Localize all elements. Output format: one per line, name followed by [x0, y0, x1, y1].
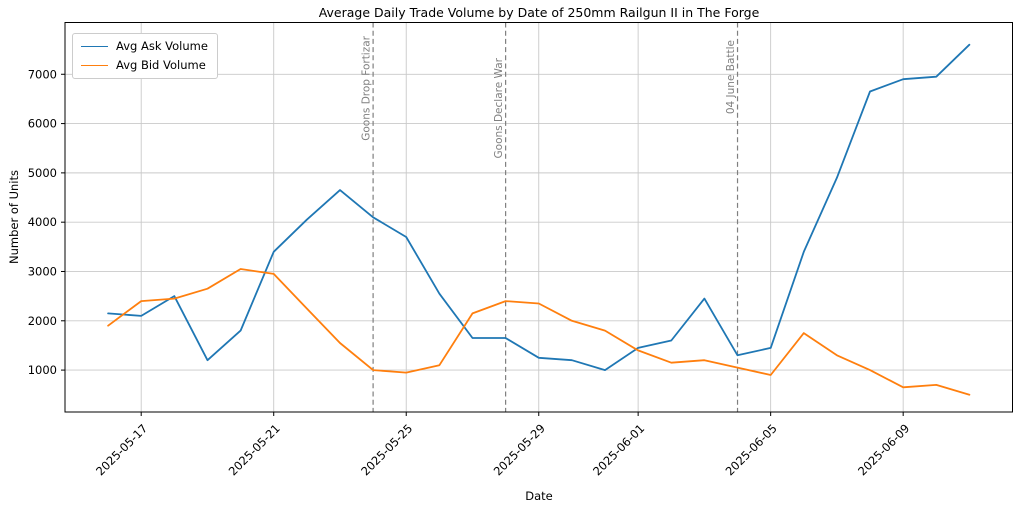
x-tick-label: 2025-06-05	[723, 421, 780, 478]
legend-item-avg-ask-volume: Avg Ask Volume	[81, 39, 208, 53]
legend-label-avg-ask-volume: Avg Ask Volume	[116, 39, 208, 53]
chart-title: Average Daily Trade Volume by Date of 25…	[318, 5, 760, 20]
x-tick-label: 2025-05-29	[491, 421, 548, 478]
y-axis-label: Number of Units	[7, 170, 21, 264]
bid-line-swatch-icon	[81, 64, 108, 66]
x-tick-label: 2025-05-21	[226, 421, 283, 478]
series-line-avg-bid-volume	[107, 268, 971, 396]
x-tick-label: 2025-05-17	[93, 421, 150, 478]
y-tick-label: 7000	[28, 67, 57, 81]
y-tick-label: 4000	[28, 215, 57, 229]
x-tick-label: 2025-06-01	[590, 421, 647, 478]
series-line-avg-ask-volume	[107, 43, 971, 372]
legend-item-avg-bid-volume: Avg Bid Volume	[81, 58, 208, 72]
annotation-label: Goons Drop Fortizar	[361, 35, 373, 140]
legend: Avg Ask Volume Avg Bid Volume	[72, 33, 218, 79]
x-tick-label: 2025-05-25	[358, 421, 415, 478]
x-tick-label: 2025-06-09	[855, 421, 912, 478]
ask-line-swatch-icon	[81, 45, 108, 47]
legend-label-avg-bid-volume: Avg Bid Volume	[116, 58, 206, 72]
y-tick-label: 6000	[28, 117, 57, 131]
annotation-label: 04 June Battle	[725, 40, 737, 114]
y-tick-label: 3000	[28, 264, 57, 278]
y-tick-label: 2000	[28, 314, 57, 328]
y-tick-label: 5000	[28, 166, 57, 180]
annotation-label: Goons Declare War	[493, 57, 505, 158]
y-tick-label: 1000	[28, 363, 57, 377]
x-axis-label: Date	[525, 489, 553, 503]
